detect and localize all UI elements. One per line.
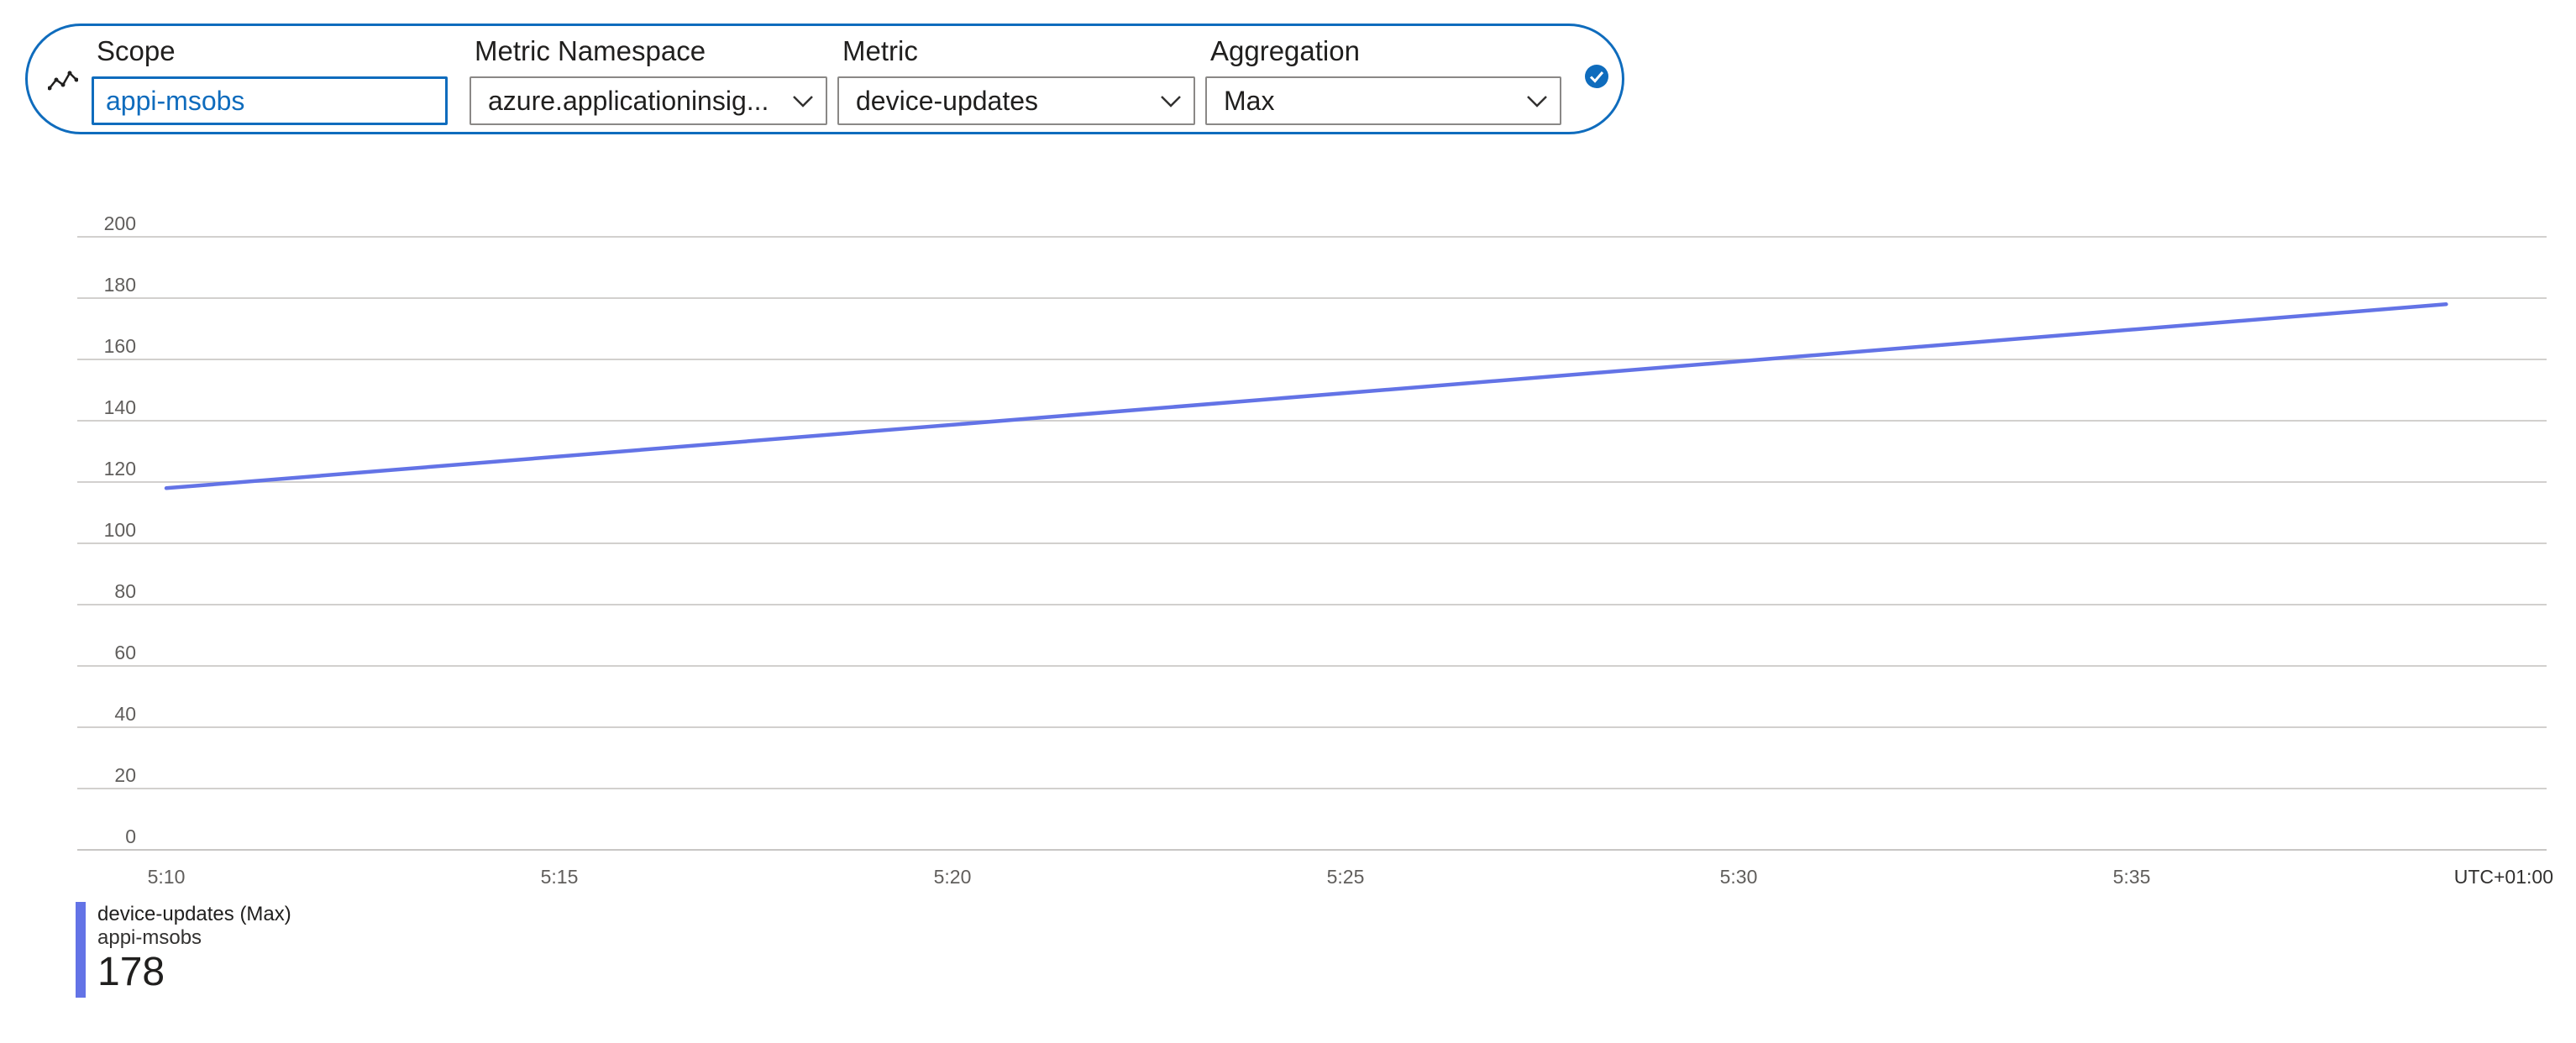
timezone-label: UTC+01:00 <box>2454 866 2553 888</box>
scope-field: Scope appi-msobs <box>92 34 456 125</box>
chevron-down-icon <box>793 96 813 107</box>
series-line <box>164 302 2448 490</box>
legend-series-name: device-updates (Max) <box>97 903 291 925</box>
y-tick-label: 80 <box>114 580 136 602</box>
scope-label: Scope <box>97 35 176 66</box>
y-tick-label: 20 <box>114 764 136 786</box>
y-tick-label: 120 <box>104 458 136 480</box>
y-tick-label: 100 <box>104 519 136 541</box>
legend-resource-name: appi-msobs <box>97 926 202 949</box>
metric-field: Metric device-updates <box>837 34 1195 125</box>
y-tick-label: 200 <box>104 212 136 234</box>
y-tick-label: 0 <box>125 825 136 847</box>
x-tick-label: 5:20 <box>934 866 972 888</box>
line-chart: 0 20 40 60 80 100 120 140 160 180 200 5:10 5:15 5:20 5… <box>77 212 2553 888</box>
y-tick-label: 180 <box>104 274 136 296</box>
chart-legend[interactable]: device-updates (Max) appi-msobs 178 <box>76 902 291 998</box>
y-tick-label: 140 <box>104 396 136 418</box>
x-tick-label: 5:35 <box>2113 866 2151 888</box>
metric-line-icon <box>48 71 78 91</box>
chevron-down-icon <box>1527 96 1547 107</box>
metric-value: device-updates <box>856 86 1039 116</box>
namespace-field: Metric Namespace azure.applicationinsig.… <box>470 34 827 125</box>
metric-dropdown[interactable]: device-updates <box>837 76 1195 125</box>
aggregation-label: Aggregation <box>1210 35 1360 66</box>
x-tick-label: 5:15 <box>541 866 579 888</box>
metric-label: Metric <box>842 35 918 66</box>
aggregation-dropdown[interactable]: Max <box>1205 76 1561 125</box>
x-tick-label: 5:10 <box>148 866 186 888</box>
namespace-dropdown[interactable]: azure.applicationinsig... <box>470 76 827 125</box>
y-tick-label: 40 <box>114 703 136 725</box>
x-tick-label: 5:30 <box>1720 866 1758 888</box>
namespace-value: azure.applicationinsig... <box>488 86 769 116</box>
aggregation-value: Max <box>1224 86 1275 116</box>
scope-input[interactable]: appi-msobs <box>92 76 448 125</box>
namespace-label: Metric Namespace <box>475 35 706 66</box>
chevron-down-icon <box>1161 96 1181 107</box>
aggregation-field: Aggregation Max <box>1205 34 1561 125</box>
y-tick-label: 160 <box>104 335 136 357</box>
legend-value: 178 <box>97 950 165 994</box>
x-tick-label: 5:25 <box>1327 866 1365 888</box>
y-tick-label: 60 <box>114 642 136 663</box>
checkmark-circle-icon[interactable] <box>1584 64 1609 89</box>
metric-query-bar: Scope appi-msobs Metric Namespace azure.… <box>25 24 1624 134</box>
